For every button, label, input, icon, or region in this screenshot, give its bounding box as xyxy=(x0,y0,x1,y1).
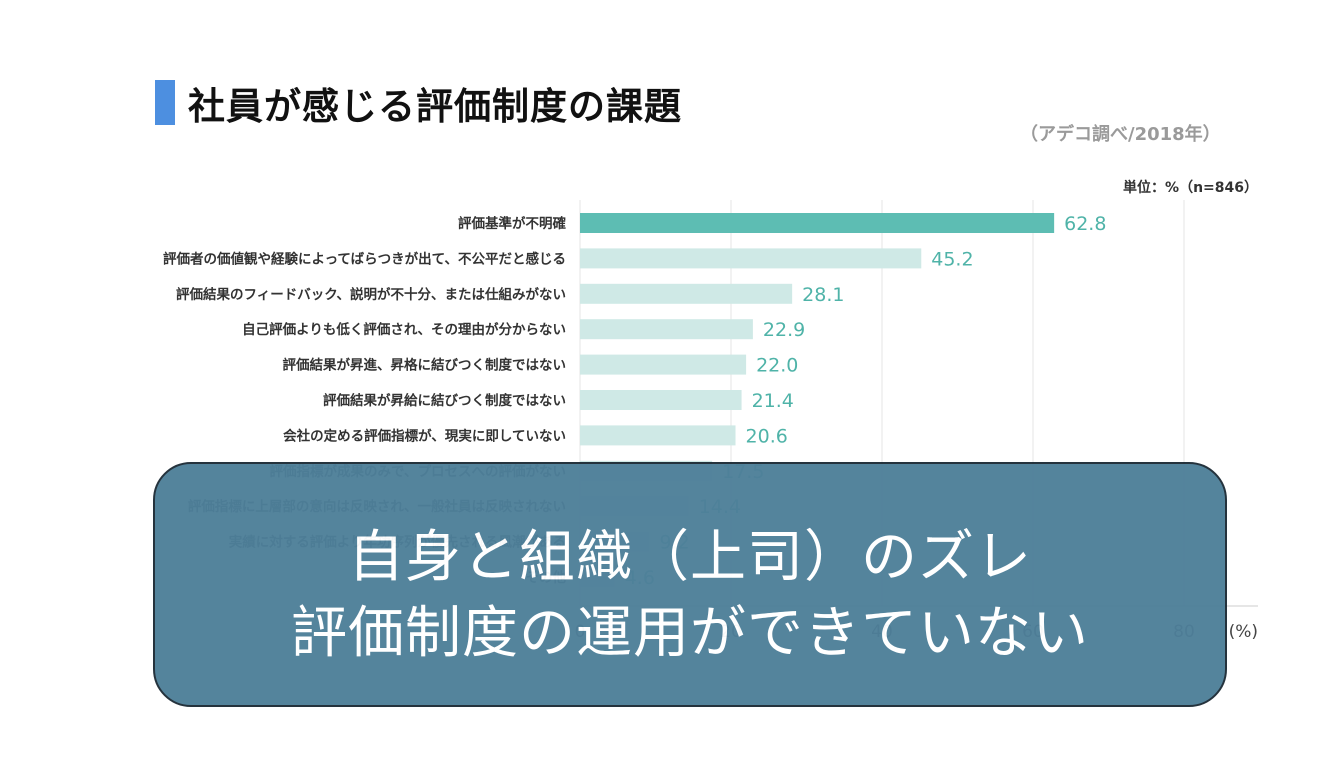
title-accent-bar xyxy=(155,80,175,125)
callout-box: 自身と組織（上司）のズレ 評価制度の運用ができていない xyxy=(153,462,1227,707)
value-label: 20.6 xyxy=(746,425,788,447)
source-note: （アデコ調べ/2018年） xyxy=(1020,124,1221,145)
value-label: 21.4 xyxy=(752,390,794,412)
value-label: 28.1 xyxy=(802,284,844,306)
category-label: 会社の定める評価指標が、現実に即していない xyxy=(283,427,566,444)
value-label: 22.0 xyxy=(756,355,798,377)
category-label: 自己評価よりも低く評価され、その理由が分からない xyxy=(242,321,566,338)
bar xyxy=(580,319,753,340)
category-label: 評価結果のフィードバック、説明が不十分、または仕組みがない xyxy=(176,286,566,303)
category-label: 評価者の価値観や経験によってばらつきが出て、不公平だと感じる xyxy=(163,250,566,267)
callout-line-1: 自身と組織（上司）のズレ xyxy=(348,525,1032,590)
bar xyxy=(580,390,742,410)
category-label: 評価結果が昇進、昇格に結びつく制度ではない xyxy=(283,357,567,374)
x-unit-label: (%) xyxy=(1229,622,1258,642)
bar xyxy=(580,354,747,375)
bar xyxy=(580,283,793,304)
value-label: 22.9 xyxy=(763,319,805,341)
category-label: 評価基準が不明確 xyxy=(458,215,566,232)
value-label: 62.8 xyxy=(1064,213,1106,235)
value-label: 45.2 xyxy=(931,248,973,270)
bar xyxy=(580,248,922,269)
page-title: 社員が感じる評価制度の課題 xyxy=(188,85,682,128)
bar xyxy=(580,213,1055,233)
category-label: 評価結果が昇給に結びつく制度ではない xyxy=(323,392,566,409)
bar xyxy=(580,425,736,446)
callout-line-2: 評価制度の運用ができていない xyxy=(291,601,1089,666)
unit-note: 単位：%（n=846） xyxy=(1123,179,1258,196)
